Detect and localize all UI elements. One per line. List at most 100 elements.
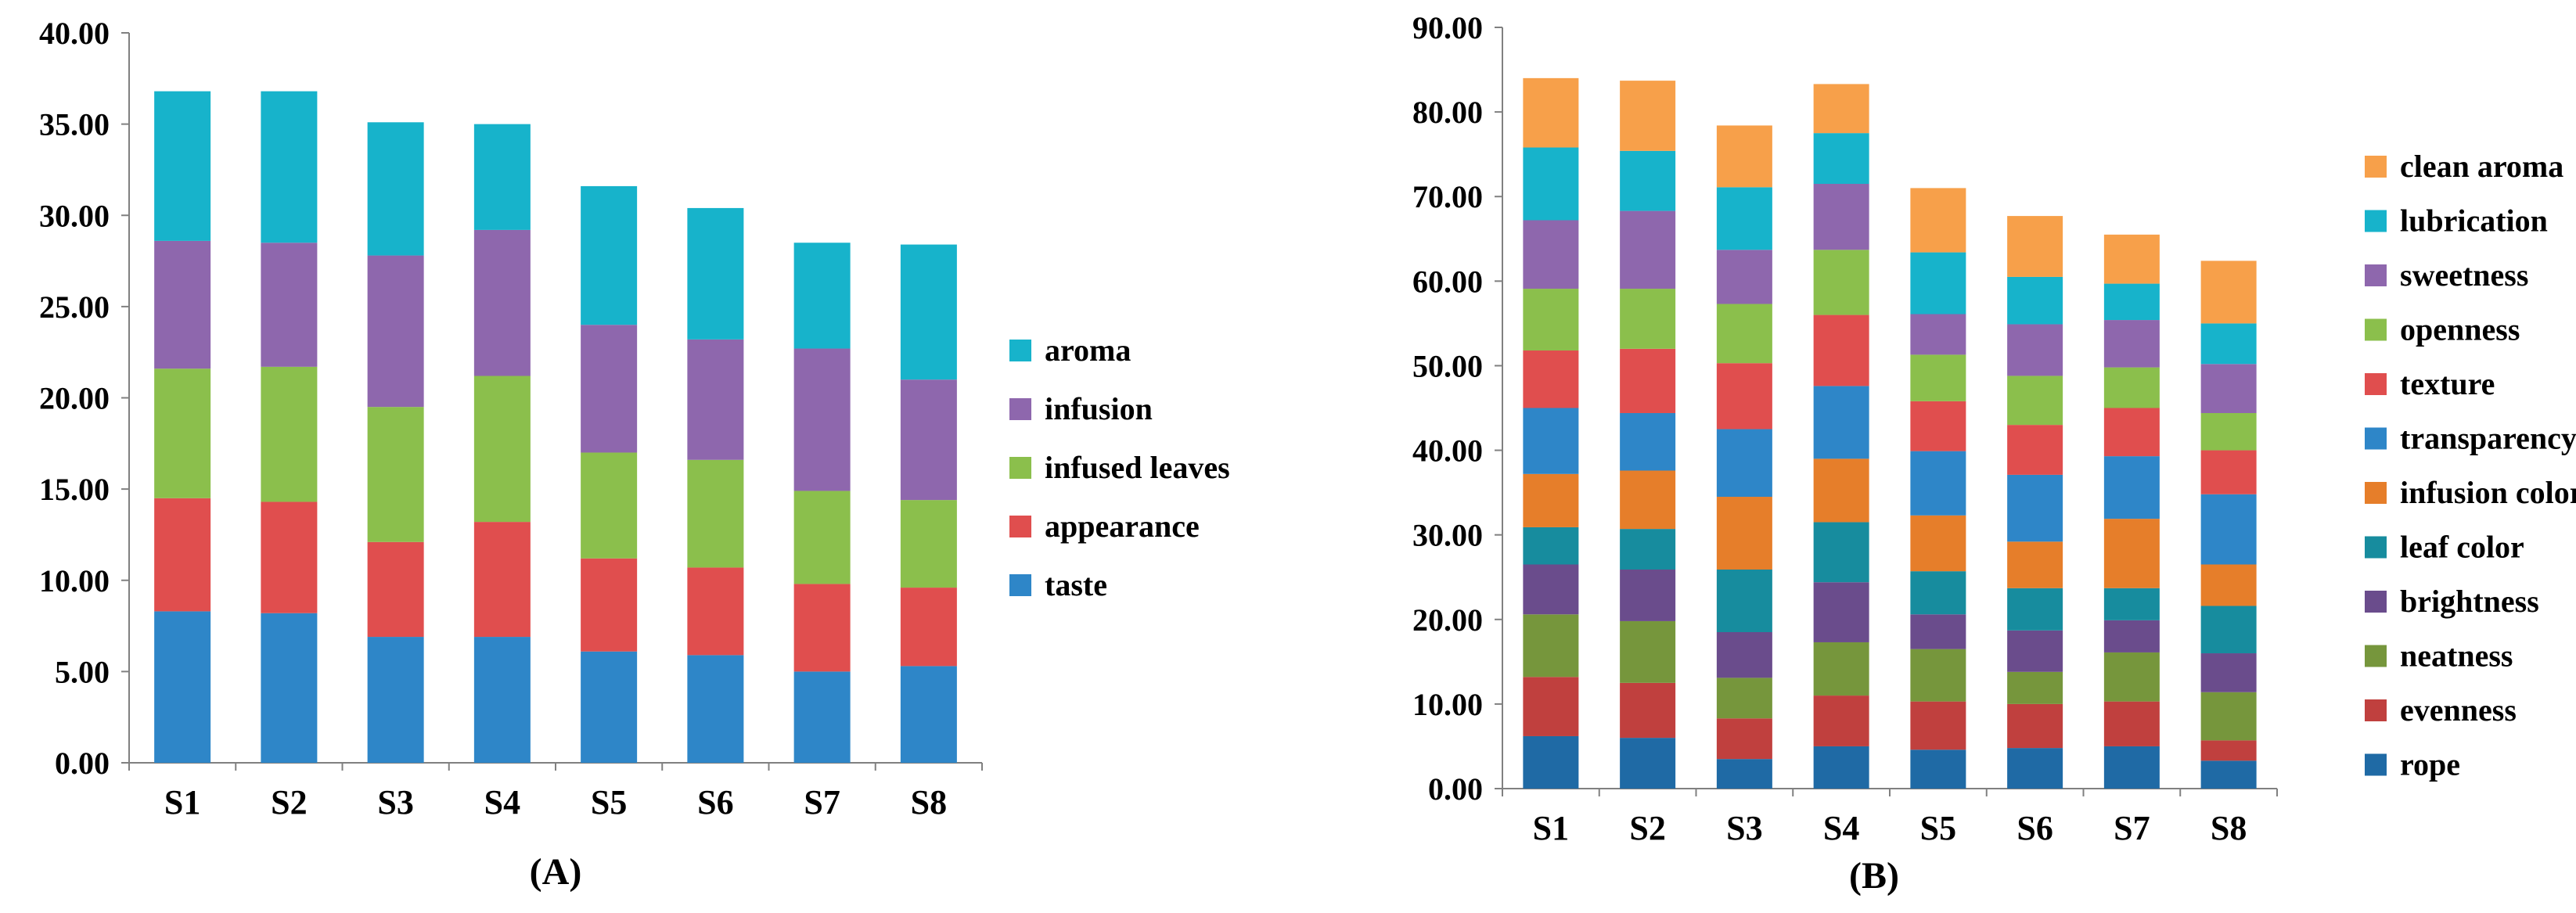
bar-s7-infusion [793, 348, 851, 491]
bar-s6-texture [2007, 425, 2063, 475]
y-tick-label: 20.00 [39, 381, 110, 416]
legend-label-appearance: appearance [1045, 509, 1200, 544]
bar-s8-appearance [900, 588, 957, 667]
bar-s1-lubrication [1523, 147, 1579, 221]
y-tick-label: 25.00 [39, 289, 110, 325]
legend-swatch-infusion [1009, 398, 1031, 420]
legend-swatch-transparency [2365, 427, 2387, 450]
legend-swatch-brightness [2365, 591, 2387, 613]
x-tick-label: S1 [164, 783, 200, 821]
bar-s7-sweetness [2103, 320, 2160, 368]
bar-s7-texture [2103, 408, 2160, 457]
x-tick-label: S8 [911, 783, 947, 821]
x-tick-label: S3 [1726, 809, 1762, 847]
bar-s7-infused-leaves [793, 491, 851, 584]
legend-label-leaf-color: leaf color [2400, 530, 2524, 565]
bar-s1-taste [154, 611, 211, 763]
bar-s4-aroma [473, 124, 531, 230]
bar-s2-neatness [1620, 620, 1676, 683]
y-tick-label: 10.00 [1412, 687, 1483, 722]
bar-s6-clean-aroma [2007, 216, 2063, 277]
bar-s1-texture [1523, 350, 1579, 408]
bar-s6-lubrication [2007, 276, 2063, 325]
legend-label-infused-leaves: infused leaves [1045, 450, 1230, 485]
legend-label-evenness: evenness [2400, 692, 2517, 728]
x-tick-label: S7 [804, 783, 840, 821]
bar-s7-neatness [2103, 652, 2160, 702]
bar-s2-taste [261, 613, 318, 763]
bar-s1-aroma [154, 91, 211, 241]
y-tick-label: 10.00 [39, 563, 110, 598]
bar-s1-brightness [1523, 564, 1579, 615]
bar-s5-clean-aroma [1910, 188, 1966, 253]
chart-caption: (A) [530, 851, 582, 893]
bar-s4-sweetness [1813, 184, 1869, 250]
bar-s8-rope [2200, 760, 2257, 789]
x-tick-label: S6 [2017, 809, 2053, 847]
bar-s6-neatness [2007, 671, 2063, 704]
y-tick-label: 30.00 [1412, 518, 1483, 553]
bar-s6-sweetness [2007, 324, 2063, 376]
bar-s8-texture [2200, 450, 2257, 494]
legend-label-infusion: infusion [1045, 391, 1153, 426]
bar-s6-evenness [2007, 703, 2063, 749]
y-tick-label: 90.00 [1412, 10, 1483, 45]
y-tick-label: 35.00 [39, 107, 110, 142]
bar-s3-infusion [367, 255, 424, 408]
y-tick-label: 0.00 [1428, 771, 1483, 807]
bar-s7-brightness [2103, 620, 2160, 652]
y-tick-label: 60.00 [1412, 264, 1483, 299]
bar-s8-infused-leaves [900, 500, 957, 588]
bar-s2-infused-leaves [261, 366, 318, 502]
legend-swatch-openness [2365, 318, 2387, 341]
bar-s3-aroma [367, 122, 424, 256]
bar-s4-infusion [473, 229, 531, 376]
bar-s5-sweetness [1910, 314, 1966, 355]
bar-s5-texture [1910, 401, 1966, 451]
bar-s1-rope [1523, 735, 1579, 789]
bar-s1-openness [1523, 289, 1579, 350]
x-tick-label: S3 [377, 783, 413, 821]
x-tick-label: S5 [591, 783, 627, 821]
legend-swatch-leaf-color [2365, 536, 2387, 559]
legend-label-transparency: transparency [2400, 421, 2576, 456]
x-tick-label: S4 [484, 783, 520, 821]
legend-swatch-evenness [2365, 699, 2387, 721]
bar-s7-appearance [793, 584, 851, 672]
bar-s8-evenness [2200, 740, 2257, 761]
bar-s5-brightness [1910, 614, 1966, 649]
legend-swatch-neatness [2365, 645, 2387, 667]
bar-s4-infusion-color [1813, 458, 1869, 523]
bar-s3-openness [1716, 304, 1772, 364]
x-tick-label: S2 [271, 783, 307, 821]
bar-s3-leaf-color [1716, 569, 1772, 632]
bar-s6-brightness [2007, 630, 2063, 672]
bar-s5-evenness [1910, 701, 1966, 750]
bar-s2-lubrication [1620, 150, 1676, 211]
bar-s3-texture [1716, 363, 1772, 430]
y-tick-label: 20.00 [1412, 602, 1483, 638]
bar-s4-evenness [1813, 696, 1869, 746]
bar-s7-evenness [2103, 701, 2160, 746]
bar-s1-neatness [1523, 614, 1579, 678]
bar-s5-aroma [581, 185, 638, 325]
bar-s5-openness [1910, 354, 1966, 401]
legend-label-taste: taste [1045, 567, 1107, 602]
legend-swatch-infusion-color [2365, 482, 2387, 504]
chart-a: 0.00 5.00 10.00 15.00 20.00 25.00 30.00 35.00 40… [39, 16, 1230, 893]
legend-swatch-taste [1009, 574, 1031, 596]
bar-s5-neatness [1910, 649, 1966, 702]
bar-s3-rope [1716, 759, 1772, 789]
bar-s5-leaf-color [1910, 571, 1966, 615]
y-tick-label: 30.00 [39, 198, 110, 233]
chart-b: 0.00 10.00 20.00 30.00 40.00 50.00 60.00 70.00 8… [1412, 10, 2576, 897]
bar-s2-leaf-color [1620, 529, 1676, 570]
bar-s3-appearance [367, 541, 424, 638]
bar-s6-infusion-color [2007, 541, 2063, 588]
bar-s5-taste [581, 651, 638, 763]
bar-s7-transparency [2103, 456, 2160, 519]
bar-s1-infusion [154, 240, 211, 369]
legend-swatch-infused-leaves [1009, 457, 1031, 479]
bar-s7-openness [2103, 367, 2160, 408]
